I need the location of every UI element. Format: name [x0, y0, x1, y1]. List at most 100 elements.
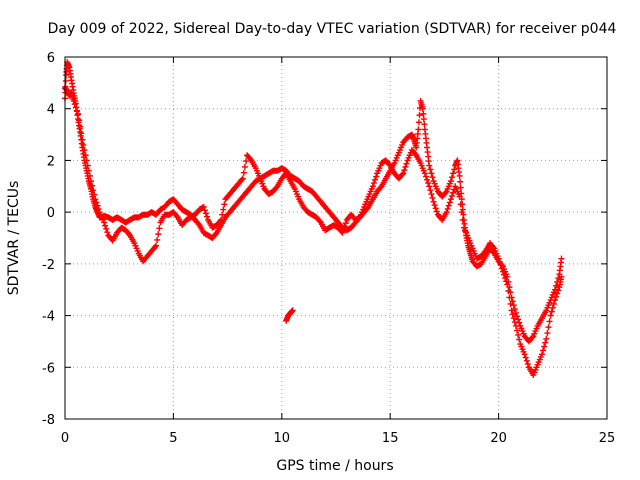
secondary-trace-point [540, 347, 547, 354]
secondary-trace-point [202, 210, 209, 217]
main-trace-point [442, 189, 449, 196]
x-tick-labels: 0 5 10 15 20 25 [61, 431, 615, 446]
main-trace-point [447, 178, 454, 185]
main-trace-point [512, 309, 519, 316]
secondary-trace-point [240, 169, 247, 176]
secondary-trace-point [457, 201, 464, 208]
secondary-trace-point [92, 196, 99, 203]
secondary-trace-point [538, 351, 545, 358]
secondary-trace-point [273, 184, 280, 191]
secondary-trace-point [450, 189, 457, 196]
x-tick-label: 20 [490, 431, 507, 446]
secondary-trace-point [433, 208, 440, 215]
secondary-trace-point [342, 220, 349, 227]
secondary-trace-point [551, 297, 558, 304]
secondary-trace-point [220, 206, 227, 213]
secondary-trace-point [412, 150, 419, 157]
secondary-trace-point [94, 202, 101, 209]
secondary-trace-point [555, 287, 562, 294]
secondary-trace-point [459, 216, 466, 223]
main-trace-point [456, 172, 463, 179]
main-trace-point [515, 316, 522, 323]
secondary-trace-point [458, 209, 465, 216]
main-trace-point [420, 110, 427, 117]
main-trace-point [428, 170, 435, 177]
secondary-trace-point [82, 152, 89, 159]
secondary-trace-point [153, 242, 160, 249]
secondary-trace-point [201, 207, 208, 214]
secondary-trace-point [511, 319, 518, 326]
secondary-trace-point [550, 300, 557, 307]
secondary-trace-point [481, 249, 488, 256]
secondary-trace-point [102, 222, 109, 229]
y-tick-label: 6 [47, 51, 55, 66]
secondary-trace-point [542, 339, 549, 346]
secondary-trace-point [504, 281, 511, 288]
secondary-trace-point [70, 97, 77, 104]
main-trace-point [457, 184, 464, 191]
secondary-trace-point [521, 351, 528, 358]
secondary-trace-point [446, 199, 453, 206]
secondary-trace-point [173, 213, 180, 220]
secondary-trace-point [221, 201, 228, 208]
secondary-trace-point [76, 117, 83, 124]
secondary-trace-point [72, 104, 79, 111]
y-axis-title: SDTVAR / TECUs [6, 181, 22, 296]
secondary-trace-point [77, 123, 84, 130]
tick-marks [64, 56, 608, 420]
main-trace-point [416, 112, 423, 119]
secondary-trace-point [522, 354, 529, 361]
main-trace-point [457, 178, 464, 185]
secondary-trace-point [370, 180, 377, 187]
secondary-trace-point [524, 361, 531, 368]
y-tick-label: -6 [42, 361, 55, 376]
secondary-trace-point [553, 293, 560, 300]
secondary-trace-point [508, 307, 515, 314]
secondary-trace-point [422, 173, 429, 180]
secondary-trace-point [73, 107, 80, 114]
secondary-trace-point [549, 304, 556, 311]
secondary-trace-point [558, 273, 565, 280]
secondary-trace-point [497, 262, 504, 269]
secondary-trace-point [507, 300, 514, 307]
secondary-trace-point [403, 160, 410, 167]
main-trace-point [415, 119, 422, 126]
secondary-trace-point [247, 156, 254, 163]
main-trace-point [419, 105, 426, 112]
secondary-trace-point [429, 194, 436, 201]
main-trace-point [364, 205, 371, 212]
secondary-trace-point [241, 163, 248, 170]
secondary-trace-point [86, 172, 93, 179]
secondary-trace-point [103, 225, 110, 232]
x-tick-label: 25 [599, 431, 616, 446]
secondary-trace-point [91, 191, 98, 198]
secondary-trace-point [85, 167, 92, 174]
x-tick-label: 0 [61, 431, 69, 446]
secondary-trace-point [427, 187, 434, 194]
main-trace-point [429, 174, 436, 181]
secondary-trace-point [373, 173, 380, 180]
plot-frame [64, 56, 608, 420]
secondary-trace-point [523, 357, 530, 364]
secondary-trace-point [505, 288, 512, 295]
secondary-trace-point [432, 205, 439, 212]
main-trace-point [450, 170, 457, 177]
secondary-trace-point [547, 312, 554, 319]
secondary-trace-point [219, 211, 226, 218]
secondary-trace-point [156, 225, 163, 232]
main-trace-point [62, 77, 69, 84]
secondary-trace-point [218, 216, 225, 223]
chart-title: Day 009 of 2022, Sidereal Day-to-day VTE… [48, 21, 617, 37]
secondary-trace-point [341, 223, 348, 230]
main-trace-point [415, 126, 422, 133]
secondary-trace-point [426, 183, 433, 190]
secondary-trace-point [238, 176, 245, 183]
main-trace-point [420, 116, 427, 123]
secondary-trace-point [443, 209, 450, 216]
secondary-trace-point [95, 205, 102, 212]
y-tick-label: -2 [42, 258, 55, 273]
secondary-trace-point [372, 176, 379, 183]
secondary-trace-point [80, 141, 87, 148]
x-tick-label: 15 [382, 431, 399, 446]
